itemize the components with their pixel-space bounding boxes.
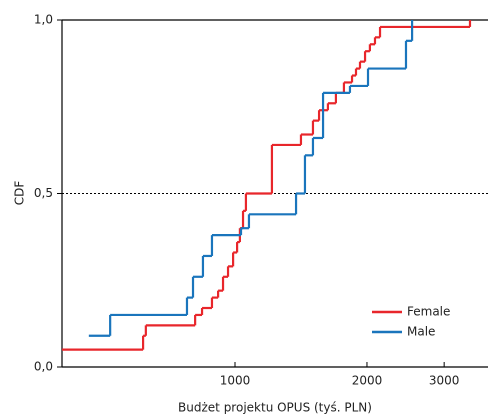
y-tick-label: 1,0 bbox=[34, 13, 53, 27]
legend-label: Male bbox=[407, 325, 435, 339]
y-axis-label: CDF bbox=[13, 181, 27, 206]
y-tick-label: 0,5 bbox=[34, 186, 53, 200]
x-tick-label: 2000 bbox=[352, 374, 383, 388]
x-tick-label: 1000 bbox=[220, 374, 251, 388]
y-tick-label: 0,0 bbox=[34, 360, 53, 374]
x-axis-label: Budżet projektu OPUS (tyś. PLN) bbox=[178, 401, 372, 415]
x-tick-label: 3000 bbox=[429, 374, 460, 388]
legend-label: Female bbox=[407, 305, 450, 319]
